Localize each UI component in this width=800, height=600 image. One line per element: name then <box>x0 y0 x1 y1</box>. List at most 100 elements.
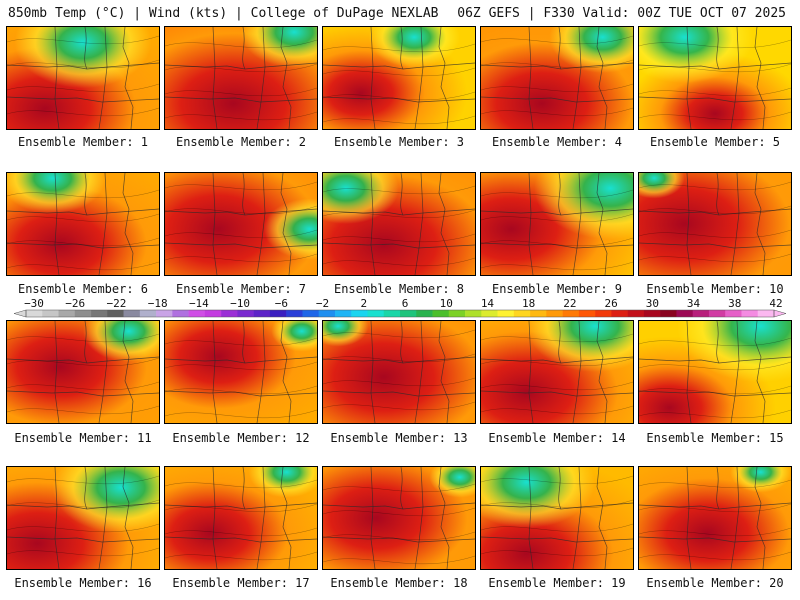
state-boundary <box>754 321 766 423</box>
isotherm-contour <box>639 229 791 239</box>
state-boundary <box>165 502 317 510</box>
isotherm-contour <box>7 261 159 271</box>
colorbar-swatch <box>269 310 287 317</box>
state-boundary <box>730 467 740 569</box>
state-boundary <box>639 242 791 249</box>
colorbar-tick-label: −30 <box>24 297 44 310</box>
temperature-field-map <box>323 173 475 275</box>
colorbar-swatch <box>725 310 742 317</box>
isotherm-contour <box>7 237 159 247</box>
state-boundary <box>596 173 608 275</box>
ensemble-member-label: Ensemble Member: 2 <box>175 135 307 149</box>
ensemble-member-label: Ensemble Member: 4 <box>491 135 623 149</box>
ensemble-member-label: Ensemble Member: 3 <box>333 135 465 149</box>
isotherm-contour <box>481 213 633 223</box>
state-boundary <box>256 467 266 569</box>
state-boundary <box>280 321 292 423</box>
isotherm-contour <box>165 111 317 121</box>
colorbar-swatch <box>351 310 368 317</box>
state-boundary <box>528 321 534 423</box>
state-boundary <box>716 173 720 216</box>
state-boundary <box>528 173 534 275</box>
isotherm-contour <box>323 233 475 243</box>
run-valid-time: 06Z GEFS | F330 Valid: 00Z TUE OCT 07 20… <box>457 6 786 21</box>
isotherm-contour <box>7 83 159 93</box>
colorbar-tick-label: −26 <box>65 297 85 310</box>
temperature-field-map <box>323 467 475 569</box>
state-boundary <box>528 27 534 129</box>
temperature-field-map <box>639 321 791 423</box>
isotherm-contour <box>639 409 791 419</box>
colorbar-swatch <box>318 310 336 317</box>
isotherm-contour <box>481 83 633 93</box>
isotherm-contour <box>165 39 317 49</box>
isotherm-contour <box>639 527 791 537</box>
state-boundary <box>54 173 60 275</box>
colorbar-swatch <box>481 310 498 317</box>
colorbar-tick-label: 42 <box>769 297 782 310</box>
isotherm-contour <box>481 381 633 391</box>
state-boundary <box>686 173 692 275</box>
state-boundary <box>481 502 633 510</box>
isotherm-contour <box>165 385 317 395</box>
colorbar-tick-label: −10 <box>230 297 250 310</box>
isotherm-contour <box>165 87 317 97</box>
state-boundary <box>323 208 475 216</box>
isotherm-contour <box>481 107 633 117</box>
colorbar-swatch <box>334 310 352 317</box>
state-boundary <box>400 467 404 510</box>
state-boundary <box>730 27 740 129</box>
state-boundary <box>639 208 791 216</box>
state-boundary <box>256 321 266 423</box>
ensemble-map-16 <box>6 466 160 570</box>
isotherm-contour <box>323 43 475 53</box>
state-boundary <box>639 96 791 103</box>
state-boundary <box>54 321 60 423</box>
colorbar-tick-label: −6 <box>275 297 288 310</box>
temperature-field-map <box>165 467 317 569</box>
colorbar-swatch <box>676 310 693 317</box>
colorbar-swatch <box>692 310 710 317</box>
state-boundary <box>98 173 108 275</box>
isotherm-contour <box>323 377 475 387</box>
colorbar-tick-label: −18 <box>148 297 168 310</box>
colorbar-swatch <box>562 310 580 317</box>
state-boundary <box>686 27 692 129</box>
state-boundary <box>558 467 562 510</box>
isotherm-contour <box>481 189 633 199</box>
state-boundary <box>438 321 450 423</box>
state-boundary <box>414 467 424 569</box>
colorbar-tick-label: 34 <box>687 297 701 310</box>
page-title: 850mb Temp (°C) | Wind (kts) | College o… <box>8 6 439 21</box>
state-boundary <box>280 467 292 569</box>
isotherm-contour <box>7 523 159 533</box>
state-boundary <box>165 536 317 543</box>
state-boundary <box>256 173 266 275</box>
state-boundary <box>754 173 766 275</box>
state-boundary <box>323 356 475 364</box>
ensemble-map-19 <box>480 466 634 570</box>
colorbar-swatch <box>497 310 515 317</box>
state-boundary <box>481 208 633 216</box>
isotherm-contour <box>165 229 317 239</box>
colorbar-tick-label: 38 <box>728 297 741 310</box>
isotherm-contour <box>165 253 317 263</box>
temperature-field-map <box>7 321 159 423</box>
state-boundary <box>280 173 292 275</box>
ensemble-member-label: Ensemble Member: 9 <box>491 282 623 296</box>
isotherm-contour <box>323 507 475 517</box>
state-boundary <box>7 390 159 397</box>
state-boundary <box>716 467 720 510</box>
isotherm-contour <box>639 111 791 121</box>
isotherm-contour <box>481 35 633 45</box>
state-boundary <box>212 321 218 423</box>
temperature-colorbar: −30 −26 −22 −18 −14 −10 −6 −2 2 6 10 14 18 22 26 30 34 38… <box>12 296 788 320</box>
colorbar-swatch <box>627 310 645 317</box>
colorbar-tick-label: 30 <box>646 297 659 310</box>
colorbar-swatch <box>253 310 271 317</box>
state-boundary <box>165 62 317 70</box>
state-boundary <box>639 502 791 510</box>
isotherm-contour <box>165 409 317 419</box>
state-boundary <box>323 390 475 397</box>
state-boundary <box>596 467 608 569</box>
